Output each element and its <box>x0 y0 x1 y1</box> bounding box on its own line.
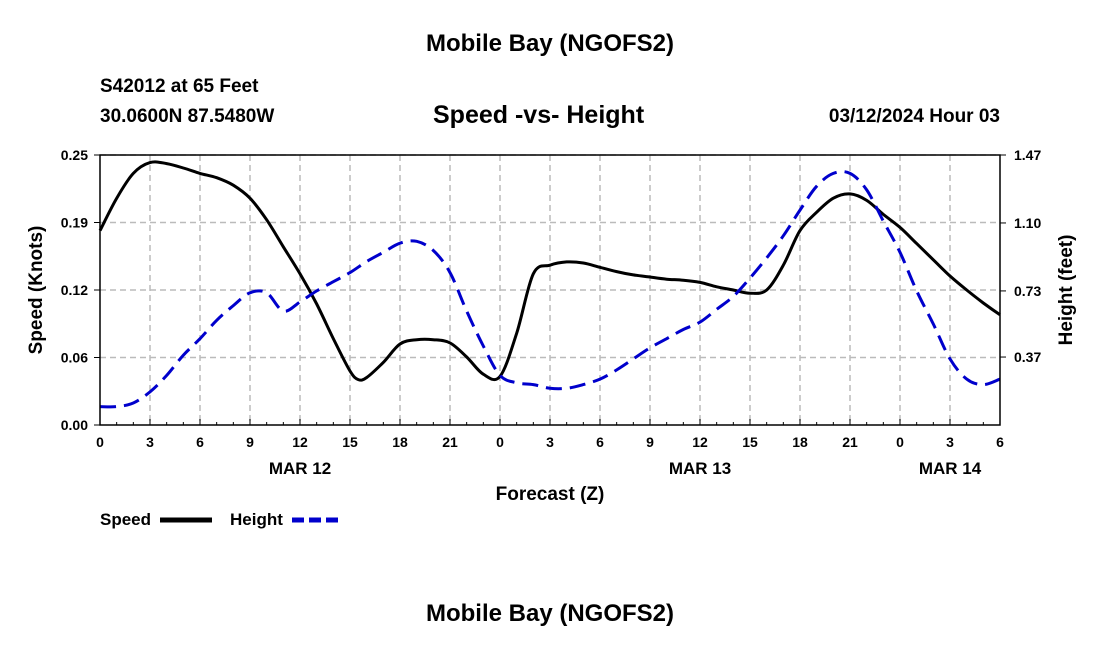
x-tick-label: 9 <box>246 434 254 450</box>
x-tick-label: 6 <box>996 434 1004 450</box>
chart-subtitle: Speed -vs- Height <box>433 101 645 129</box>
legend: Speed Height <box>100 510 342 529</box>
x-axis-label: Forecast (Z) <box>496 484 605 505</box>
date-label: MAR 12 <box>269 459 331 478</box>
date-label: MAR 14 <box>919 459 982 478</box>
height-series-line <box>99 170 1001 409</box>
x-tick-label: 15 <box>742 434 758 450</box>
y-axis-label: Speed (Knots) <box>26 226 47 355</box>
timestamp-label: 03/12/2024 Hour 03 <box>828 106 1000 127</box>
x-tick-label: 21 <box>442 434 458 450</box>
legend-speed-label: Speed <box>100 510 151 529</box>
x-tick-label: 21 <box>842 434 858 450</box>
x-tick-label: 12 <box>292 434 308 450</box>
x-tick-label: 3 <box>146 434 154 450</box>
station-coordinates: 30.0600N 87.5480W <box>100 106 275 127</box>
x-tick-label: 3 <box>946 434 954 450</box>
x-tick-label: 0 <box>96 434 104 450</box>
x-tick-label: 18 <box>392 434 408 450</box>
y-tick-label: 0.06 <box>61 350 88 366</box>
y-tick-label: 0.12 <box>61 282 88 298</box>
x-tick-label: 0 <box>896 434 904 450</box>
x-tick-label: 3 <box>546 434 554 450</box>
y-tick-label: 0.00 <box>61 417 88 433</box>
x-tick-label: 15 <box>342 434 358 450</box>
speed-series-line <box>98 160 1001 382</box>
page-title: Mobile Bay (NGOFS2) <box>425 30 675 57</box>
y2-tick-label: 0.73 <box>1014 283 1041 299</box>
x-tick-label: 6 <box>596 434 604 450</box>
x-tick-label: 18 <box>792 434 808 450</box>
x-tick-label: 0 <box>496 434 504 450</box>
station-label: S42012 at 65 Feet <box>100 76 259 97</box>
y2-axis-label: Height (feet) <box>1056 235 1077 346</box>
footer-title: Mobile Bay (NGOFS2) <box>425 600 675 627</box>
date-label: MAR 13 <box>669 459 731 478</box>
y-tick-label: 0.25 <box>61 147 88 163</box>
x-tick-label: 9 <box>646 434 654 450</box>
legend-height-label: Height <box>230 510 283 529</box>
y-tick-label: 0.19 <box>61 215 88 231</box>
x-tick-label: 6 <box>196 434 204 450</box>
y2-tick-label: 0.37 <box>1014 349 1041 365</box>
y2-tick-label: 1.10 <box>1014 215 1041 231</box>
y2-tick-label: 1.47 <box>1014 147 1041 163</box>
x-tick-label: 12 <box>692 434 708 450</box>
